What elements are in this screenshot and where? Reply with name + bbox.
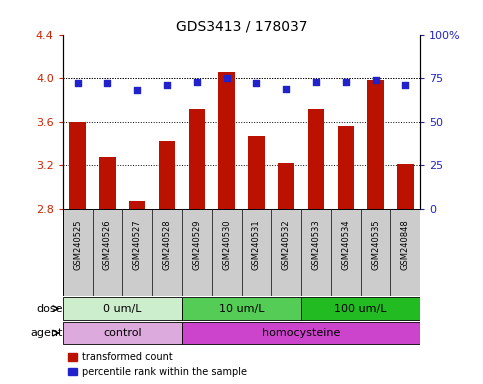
Point	[74, 80, 82, 86]
Text: control: control	[103, 328, 142, 338]
Bar	[129, 202, 145, 209]
Point	[133, 87, 141, 93]
Text: dose: dose	[36, 304, 63, 314]
Text: 10 um/L: 10 um/L	[219, 304, 264, 314]
Text: GSM240531: GSM240531	[252, 220, 261, 270]
Bar	[70, 122, 86, 209]
Bar	[308, 109, 324, 209]
Text: GSM240532: GSM240532	[282, 220, 291, 270]
Text: GSM240527: GSM240527	[133, 220, 142, 270]
Point	[342, 79, 350, 85]
Point	[223, 75, 230, 81]
Bar	[248, 136, 265, 209]
Point	[372, 77, 380, 83]
Bar	[159, 141, 175, 209]
Bar	[301, 297, 420, 319]
Point	[253, 80, 260, 86]
Bar	[278, 163, 294, 209]
Text: GSM240534: GSM240534	[341, 220, 350, 270]
Text: 100 um/L: 100 um/L	[334, 304, 387, 314]
Point	[163, 82, 171, 88]
Bar	[99, 157, 115, 209]
Text: GSM240530: GSM240530	[222, 220, 231, 270]
Text: GSM240525: GSM240525	[73, 220, 82, 270]
Point	[282, 86, 290, 92]
Text: GSM240533: GSM240533	[312, 220, 320, 270]
Text: GSM240848: GSM240848	[401, 220, 410, 270]
Legend: transformed count, percentile rank within the sample: transformed count, percentile rank withi…	[64, 348, 251, 381]
Point	[312, 79, 320, 85]
Bar	[218, 72, 235, 209]
Bar	[397, 164, 413, 209]
Text: GSM240528: GSM240528	[163, 220, 171, 270]
Point	[104, 80, 112, 86]
Bar	[368, 80, 384, 209]
Bar	[63, 297, 182, 319]
Bar	[189, 109, 205, 209]
Text: homocysteine: homocysteine	[262, 328, 340, 338]
Point	[193, 79, 201, 85]
Text: GSM240526: GSM240526	[103, 220, 112, 270]
Bar	[182, 297, 301, 319]
Bar	[182, 321, 420, 344]
Text: 0 um/L: 0 um/L	[103, 304, 142, 314]
Point	[401, 82, 409, 88]
Bar	[338, 126, 354, 209]
Title: GDS3413 / 178037: GDS3413 / 178037	[176, 20, 307, 33]
Text: GSM240529: GSM240529	[192, 220, 201, 270]
Text: GSM240535: GSM240535	[371, 220, 380, 270]
Bar	[63, 321, 182, 344]
Text: agent: agent	[30, 328, 63, 338]
